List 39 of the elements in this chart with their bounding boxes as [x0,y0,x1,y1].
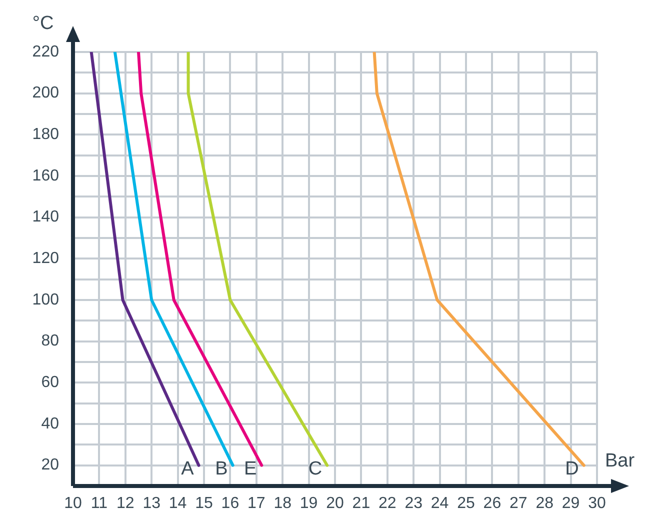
y-tick-label: 20 [41,456,60,474]
x-axis-title: Bar [605,450,636,472]
y-tick-label: 180 [32,126,60,144]
x-tick-label: 23 [404,495,423,512]
x-tick-label: 28 [536,495,554,512]
y-tick-label: 80 [41,332,60,350]
x-tick-label: 27 [510,495,528,512]
x-tick-label: 25 [457,495,475,512]
x-tick-label: 21 [352,495,370,512]
x-tick-label: 12 [116,495,134,512]
series-label: E [244,458,257,480]
x-tick-label: 16 [221,495,240,512]
series-label: B [215,458,228,480]
x-tick-label: 14 [168,495,187,512]
x-tick-label: 11 [90,495,108,512]
x-tick-label: 20 [326,495,344,512]
y-axis-title: °C [32,13,54,34]
x-tick-label: 13 [142,495,161,512]
x-tick-label: 15 [195,495,213,512]
y-tick-label: 160 [32,167,60,184]
x-tick-label: 26 [483,495,502,512]
y-tick-label: 60 [41,374,60,392]
x-tick-label: 19 [300,495,318,512]
series-label: C [308,458,322,480]
y-tick-label: 120 [32,250,60,268]
x-tick-label: 24 [430,495,449,512]
y-tick-label: 220 [32,43,60,60]
x-tick-label: 17 [248,495,266,512]
series-label: A [181,458,194,480]
x-tick-label: 22 [378,495,396,512]
y-tick-label: 100 [32,291,60,308]
series-label: D [565,458,579,480]
x-tick-label: 30 [588,495,606,512]
y-tick-label: 200 [32,84,60,102]
x-tick-label: 18 [274,495,292,512]
x-tick-label: 29 [562,495,580,512]
x-tick-label: 10 [64,495,82,512]
y-tick-label: 140 [32,208,60,226]
y-tick-label: 40 [41,415,60,432]
